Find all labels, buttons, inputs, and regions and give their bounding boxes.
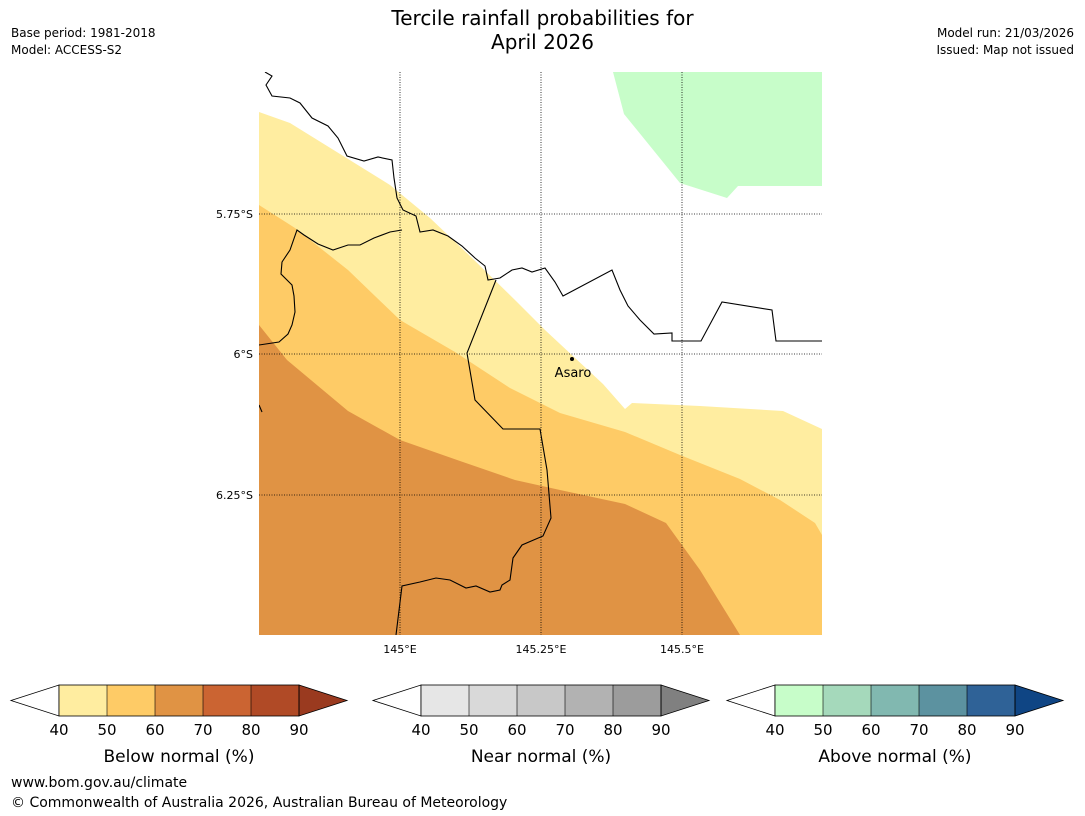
near-tick-90: 90 bbox=[651, 721, 670, 739]
border-fragment-west bbox=[259, 404, 263, 413]
footer-copyright: © Commonwealth of Australia 2026, Austra… bbox=[11, 795, 508, 811]
colorbar-above: 40 50 60 70 80 90 Above normal (%) bbox=[725, 684, 1065, 767]
lon-label-14500: 145°E bbox=[383, 643, 416, 656]
model-run: Model run: 21/03/2026 bbox=[936, 26, 1074, 40]
map-area: Asaro bbox=[259, 72, 822, 635]
province-border-north bbox=[264, 72, 822, 342]
title-line-1: Tercile rainfall probabilities for bbox=[391, 6, 694, 30]
near-colorbar-arrow-left bbox=[371, 684, 422, 717]
below-normal-60-70-region bbox=[259, 325, 740, 635]
base-period: Base period: 1981-2018 bbox=[11, 26, 156, 40]
near-colorbar-cell-80-90 bbox=[613, 685, 661, 716]
below-tick-70: 70 bbox=[193, 721, 212, 739]
below-colorbar-cell-70-80 bbox=[203, 685, 251, 716]
place-label: Asaro bbox=[555, 366, 592, 381]
below-tick-80: 80 bbox=[241, 721, 260, 739]
title-line-2: April 2026 bbox=[491, 30, 594, 54]
above-tick-40: 40 bbox=[765, 721, 784, 739]
above-tick-60: 60 bbox=[861, 721, 880, 739]
meta-left: Base period: 1981-2018 Model: ACCESS-S2 bbox=[11, 25, 156, 59]
below-colorbar-arrow-right bbox=[299, 685, 347, 716]
near-tick-70: 70 bbox=[555, 721, 574, 739]
near-tick-80: 80 bbox=[603, 721, 622, 739]
district-border bbox=[395, 279, 552, 635]
issued-status: Issued: Map not issued bbox=[936, 43, 1074, 57]
above-colorbar-cell-60-70 bbox=[871, 685, 919, 716]
above-colorbar-cell-40-50 bbox=[775, 685, 823, 716]
below-tick-90: 90 bbox=[289, 721, 308, 739]
lon-label-14525: 145.25°E bbox=[516, 643, 567, 656]
below-tick-40: 40 bbox=[49, 721, 68, 739]
lat-label-625: 6.25°S bbox=[216, 489, 253, 502]
province-border-south bbox=[259, 229, 403, 346]
above-normal-40-50-region bbox=[613, 72, 822, 198]
colorbar-near: 40 50 60 70 80 90 Near normal (%) bbox=[371, 684, 711, 767]
near-tick-40: 40 bbox=[411, 721, 430, 739]
colorbar-below: 40 50 60 70 80 90 Below normal (%) bbox=[9, 684, 349, 767]
above-tick-80: 80 bbox=[957, 721, 976, 739]
near-colorbar-cell-40-50 bbox=[421, 685, 469, 716]
axis-labels: 5.75°S 6°S 6.25°S 145°E 145.25°E 145.5°E bbox=[216, 208, 704, 656]
above-tick-90: 90 bbox=[1005, 721, 1024, 739]
meta-right: Model run: 21/03/2026 Issued: Map not is… bbox=[936, 25, 1074, 59]
lon-label-14550: 145.5°E bbox=[660, 643, 704, 656]
map-title: Tercile rainfall probabilities for April… bbox=[0, 6, 1085, 54]
borders bbox=[259, 72, 822, 635]
near-colorbar-label: Near normal (%) bbox=[471, 747, 611, 767]
below-colorbar-cell-50-60 bbox=[107, 685, 155, 716]
lat-label-575: 5.75°S bbox=[216, 208, 253, 221]
footer-url[interactable]: www.bom.gov.au/climate bbox=[11, 775, 188, 791]
model-name: Model: ACCESS-S2 bbox=[11, 43, 123, 57]
below-colorbar-cell-80-90 bbox=[251, 685, 299, 716]
near-colorbar-cell-70-80 bbox=[565, 685, 613, 716]
above-tick-50: 50 bbox=[813, 721, 832, 739]
lat-label-600: 6°S bbox=[234, 348, 253, 361]
below-tick-60: 60 bbox=[145, 721, 164, 739]
near-tick-60: 60 bbox=[507, 721, 526, 739]
place-marker-dot bbox=[570, 357, 574, 361]
above-colorbar-cell-80-90 bbox=[967, 685, 1015, 716]
above-colorbar-cell-70-80 bbox=[919, 685, 967, 716]
below-colorbar-label: Below normal (%) bbox=[104, 747, 255, 767]
below-colorbar-cell-40-50 bbox=[59, 685, 107, 716]
above-colorbar-cell-50-60 bbox=[823, 685, 871, 716]
below-colorbar-arrow-left bbox=[9, 684, 60, 717]
below-colorbar-cell-60-70 bbox=[155, 685, 203, 716]
below-tick-50: 50 bbox=[97, 721, 116, 739]
near-colorbar-cell-60-70 bbox=[517, 685, 565, 716]
near-tick-50: 50 bbox=[459, 721, 478, 739]
above-colorbar-label: Above normal (%) bbox=[818, 747, 971, 767]
above-colorbar-arrow-right bbox=[1015, 685, 1063, 716]
above-colorbar-arrow-left bbox=[725, 684, 776, 717]
near-colorbar-arrow-right bbox=[661, 685, 709, 716]
above-tick-70: 70 bbox=[909, 721, 928, 739]
near-colorbar-cell-50-60 bbox=[469, 685, 517, 716]
